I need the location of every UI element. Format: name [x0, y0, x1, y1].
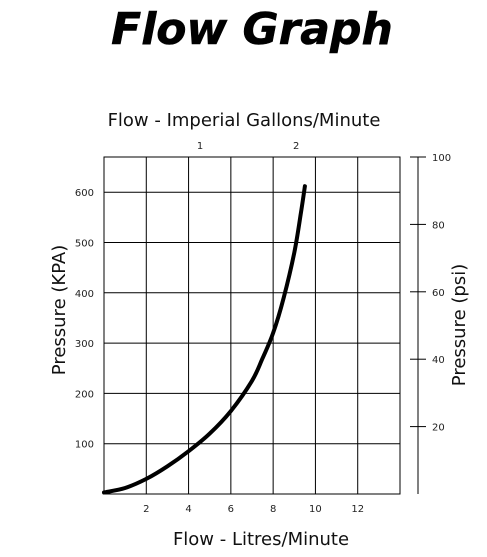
chart-heading: Flow Graph: [111, 4, 393, 55]
x-tick-label: 8: [270, 504, 276, 515]
x-tick-label: 12: [351, 504, 364, 515]
x-top-tick-label: 1: [197, 141, 203, 152]
series-layer: [102, 184, 307, 495]
x-tick-label: 10: [309, 504, 322, 515]
y-axis-title: Pressure (KPA): [49, 245, 70, 375]
x-tick-label: 6: [228, 504, 234, 515]
y-tick-label: 100: [75, 440, 94, 451]
grid: [104, 157, 400, 494]
y-tick-label: 600: [75, 188, 94, 199]
series-line: [102, 184, 307, 495]
y-right-tick-label: 60: [432, 288, 445, 299]
x-tick-label: 2: [143, 504, 149, 515]
y-right-tick-label: 100: [432, 153, 451, 164]
y-tick-label: 200: [75, 389, 94, 400]
y-right-tick-label: 20: [432, 423, 445, 434]
y-axis-title-right: Pressure (psi): [449, 264, 470, 386]
y-tick-label: 400: [75, 289, 94, 300]
y-right-tick-label: 40: [432, 355, 445, 366]
x-top-tick-label: 2: [293, 141, 299, 152]
x-axis-title: Flow - Litres/Minute: [173, 529, 349, 550]
x-axis-title-top: Flow - Imperial Gallons/Minute: [108, 110, 381, 131]
x-tick-label: 4: [185, 504, 191, 515]
y-tick-label: 300: [75, 339, 94, 350]
y-right-tick-label: 80: [432, 220, 445, 231]
y-tick-label: 500: [75, 239, 94, 250]
plot-frame: [103, 156, 401, 495]
